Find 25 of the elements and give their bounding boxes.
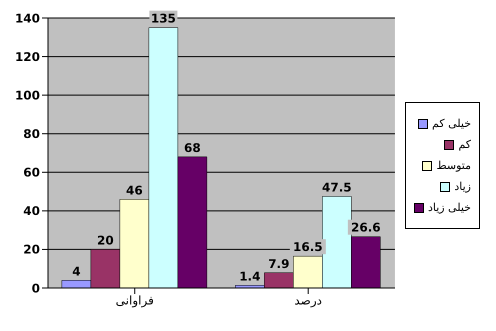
data-label: 16.5 (293, 240, 323, 254)
legend-label: کم (458, 138, 471, 151)
y-tick-label: 40 (23, 204, 40, 218)
data-label: 47.5 (322, 180, 352, 194)
data-label: 4 (72, 264, 81, 278)
data-label: 20 (97, 233, 114, 248)
y-tick-label: 20 (23, 242, 40, 257)
y-tick-label: 80 (23, 126, 40, 141)
legend-label: زیاد (454, 180, 471, 193)
y-tick-label: 140 (14, 11, 40, 26)
legend-label: خیلی زیاد (428, 201, 471, 214)
y-tick-label: 0 (32, 281, 40, 296)
x-tick-label: فراوانی (116, 294, 154, 308)
data-label: 135 (150, 12, 176, 26)
y-tick-label: 60 (23, 166, 40, 180)
data-label: 46 (126, 183, 143, 198)
legend-label: خیلی کم (432, 117, 471, 130)
data-label: 68 (184, 140, 201, 155)
y-tick-label: 100 (14, 88, 40, 102)
data-label: 7.9 (268, 256, 290, 271)
y-tick-label: 120 (14, 50, 40, 64)
legend-label: متوسط (436, 159, 471, 172)
x-tick-label: درصد (294, 294, 322, 308)
data-label: 1.4 (239, 269, 260, 284)
data-label: 26.6 (351, 220, 381, 235)
